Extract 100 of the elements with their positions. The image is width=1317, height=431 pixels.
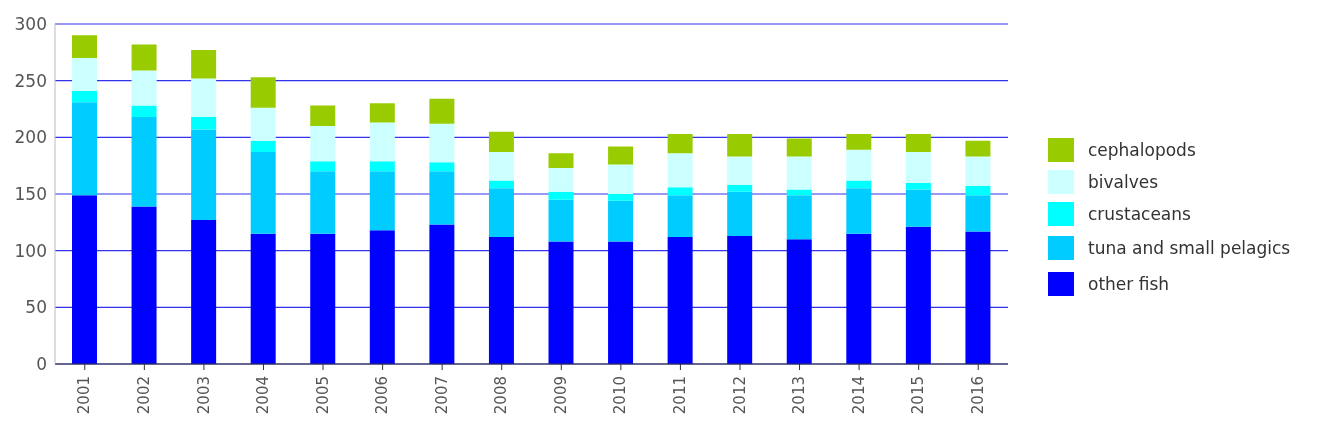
y-tick-label: 50	[25, 297, 47, 318]
bar	[72, 102, 97, 196]
legend-label: other fish	[1088, 274, 1170, 294]
y-tick-label: 0	[36, 354, 47, 375]
bar	[131, 70, 157, 106]
bar	[965, 140, 991, 157]
x-tick-label: 2003	[194, 376, 213, 415]
bar	[786, 195, 812, 240]
x-tick-label: 2005	[313, 376, 332, 415]
legend-label: cephalopods	[1088, 140, 1196, 160]
bar	[667, 187, 693, 196]
bar	[191, 129, 217, 221]
bar	[191, 78, 217, 117]
bar	[965, 231, 991, 364]
bar	[548, 191, 574, 200]
bar	[905, 189, 931, 227]
bar	[965, 156, 991, 187]
legend-label: bivalves	[1088, 172, 1159, 192]
bar	[250, 77, 276, 108]
x-tick-label: 2002	[134, 376, 153, 415]
bar	[965, 195, 991, 232]
bar	[905, 133, 931, 153]
bar	[310, 161, 336, 172]
bar	[667, 195, 693, 238]
bar	[548, 199, 574, 242]
bar	[786, 189, 812, 196]
bar	[727, 191, 753, 236]
bar	[369, 161, 395, 172]
bar	[608, 194, 634, 201]
bar	[965, 186, 991, 196]
x-tick-label: 2014	[849, 376, 868, 415]
bar	[429, 224, 455, 364]
bar	[786, 138, 812, 157]
bar	[905, 226, 931, 364]
bar	[191, 220, 217, 364]
bar	[310, 171, 336, 234]
bar	[846, 233, 872, 364]
bar	[608, 200, 634, 242]
bar	[131, 206, 157, 364]
bar	[369, 103, 395, 123]
x-tick-label: 2016	[968, 376, 987, 415]
bar	[846, 188, 872, 234]
bar	[846, 180, 872, 189]
bar	[846, 149, 872, 181]
bar	[727, 235, 753, 364]
y-tick-label: 100	[14, 240, 47, 261]
bar	[667, 153, 693, 188]
bar	[905, 152, 931, 183]
bar	[727, 133, 753, 157]
x-tick-label: 2009	[551, 376, 570, 415]
bar	[131, 116, 157, 207]
bar	[310, 126, 336, 162]
bar	[429, 123, 455, 163]
bar	[786, 156, 812, 190]
bar	[310, 233, 336, 364]
bar	[369, 171, 395, 231]
legend-label: crustaceans	[1088, 204, 1191, 224]
bar	[608, 241, 634, 364]
x-tick-label: 2012	[730, 376, 749, 415]
bar	[429, 171, 455, 225]
bar	[548, 241, 574, 364]
bar	[191, 50, 217, 79]
bar	[131, 44, 157, 71]
bar	[846, 133, 872, 150]
bar	[310, 105, 336, 126]
bar	[131, 105, 157, 117]
y-tick-label: 200	[14, 127, 47, 148]
x-tick-label: 2006	[373, 376, 392, 415]
bar	[429, 98, 455, 124]
y-tick-label: 300	[14, 14, 47, 35]
bar	[608, 146, 634, 165]
x-tick-label: 2004	[254, 376, 273, 415]
bar	[369, 122, 395, 162]
bar	[786, 239, 812, 364]
y-tick-label: 150	[14, 184, 47, 205]
bar	[250, 152, 276, 234]
bar	[727, 156, 753, 185]
y-tick-label: 250	[14, 70, 47, 91]
bar	[72, 90, 97, 103]
bar	[548, 167, 574, 192]
bar	[488, 180, 514, 189]
bar	[250, 140, 276, 153]
x-tick-label: 2013	[790, 376, 809, 415]
bar	[727, 184, 753, 192]
bar	[608, 164, 634, 194]
bar	[548, 153, 574, 168]
bar	[667, 237, 693, 364]
bar	[72, 195, 97, 364]
legend-label: tuna and small pelagics	[1088, 238, 1291, 258]
bar	[488, 188, 514, 238]
bar	[667, 133, 693, 154]
x-tick-label: 2011	[671, 376, 690, 415]
bar	[72, 35, 97, 58]
bar	[488, 152, 514, 181]
x-tick-label: 2010	[611, 376, 630, 415]
bar	[72, 58, 97, 91]
bar	[191, 116, 217, 130]
x-tick-label: 2001	[75, 376, 94, 415]
bar	[369, 230, 395, 364]
x-tick-label: 2008	[492, 376, 511, 415]
